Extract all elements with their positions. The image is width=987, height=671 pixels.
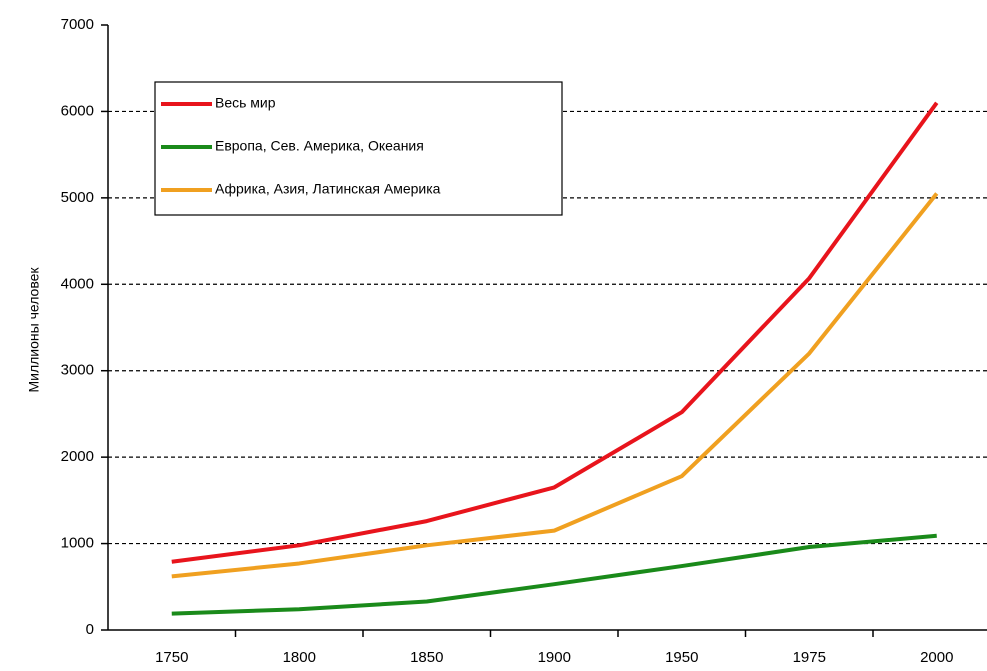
- x-tick-label: 1850: [410, 649, 443, 666]
- x-tick-label: 1975: [793, 649, 826, 666]
- x-tick-label: 1750: [155, 649, 188, 666]
- x-tick-label: 2000: [920, 649, 953, 666]
- series-line: [171, 101, 939, 564]
- y-tick-label: 5000: [61, 189, 94, 206]
- y-tick-label: 3000: [61, 362, 94, 379]
- y-tick-label: 6000: [61, 102, 94, 119]
- y-axis-label: Миллионы человек: [26, 267, 42, 393]
- x-tick-label: 1800: [283, 649, 316, 666]
- y-tick-label: 0: [86, 621, 94, 638]
- y-tick-label: 1000: [61, 535, 94, 552]
- series-line: [171, 192, 939, 579]
- y-tick-label: 7000: [61, 16, 94, 33]
- series-line: [171, 533, 937, 616]
- legend-label: Африка, Азия, Латинская Америка: [215, 181, 441, 197]
- legend-box: [154, 81, 563, 216]
- x-tick-label: 1950: [665, 649, 698, 666]
- legend-label: Европа, Сев. Америка, Океания: [215, 138, 424, 154]
- y-tick-label: 2000: [61, 448, 94, 465]
- legend-label: Весь мир: [215, 95, 276, 111]
- y-tick-label: 4000: [61, 275, 94, 292]
- x-tick-label: 1900: [538, 649, 571, 666]
